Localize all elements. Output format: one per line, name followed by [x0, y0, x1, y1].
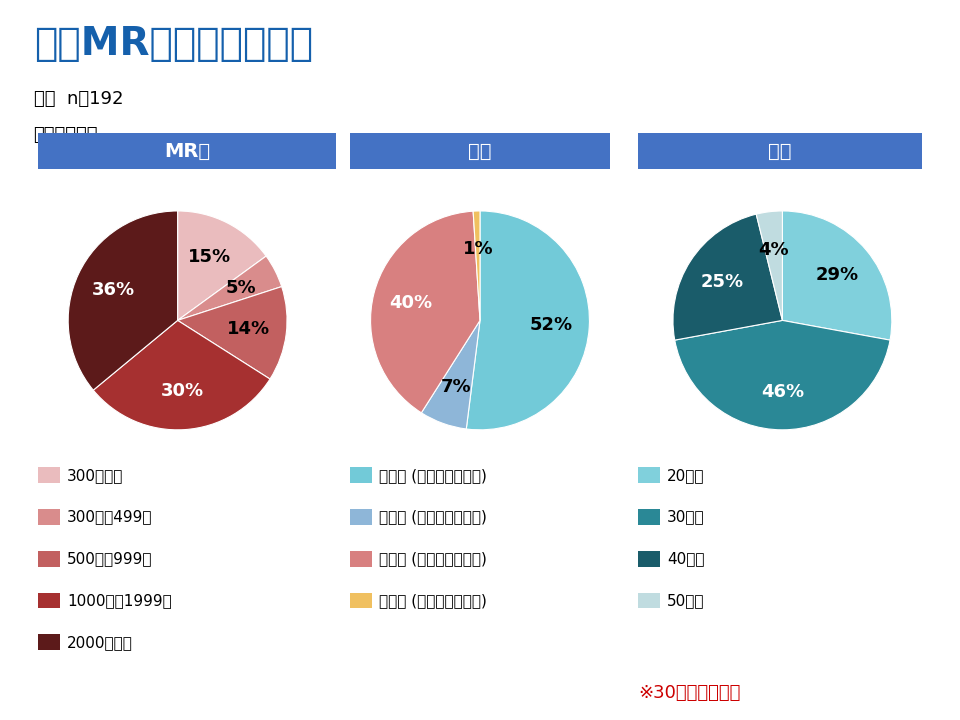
Text: 内資系 (後発医薬品主体): 内資系 (後発医薬品主体) — [379, 510, 487, 524]
Text: 7%: 7% — [441, 378, 471, 396]
Text: 内資系 (先発医薬品主体): 内資系 (先発医薬品主体) — [379, 468, 487, 482]
Wedge shape — [675, 320, 890, 430]
Wedge shape — [782, 211, 892, 340]
Text: 500人～999人: 500人～999人 — [67, 552, 153, 566]
Text: 40歳代: 40歳代 — [667, 552, 705, 566]
Wedge shape — [371, 211, 480, 413]
Text: 14%: 14% — [227, 320, 270, 338]
Text: （回答割合）: （回答割合） — [34, 126, 98, 144]
Text: 形態: 形態 — [468, 142, 492, 161]
Text: MR数: MR数 — [164, 142, 210, 161]
Text: 30歳代: 30歳代 — [667, 510, 705, 524]
Text: 外資系 (後発医薬品主体): 外資系 (後発医薬品主体) — [379, 593, 487, 608]
Wedge shape — [178, 211, 266, 320]
Text: 29%: 29% — [815, 266, 858, 284]
Wedge shape — [473, 211, 480, 320]
Wedge shape — [467, 211, 589, 430]
Text: 全体  n＝192: 全体 n＝192 — [34, 90, 123, 108]
Text: 外資系 (先発医薬品主体): 外資系 (先発医薬品主体) — [379, 552, 487, 566]
Wedge shape — [178, 287, 287, 379]
Text: 50歳代: 50歳代 — [667, 593, 705, 608]
Text: 36%: 36% — [91, 281, 134, 299]
Text: 46%: 46% — [761, 382, 804, 400]
Wedge shape — [421, 320, 480, 429]
Text: 300人～499人: 300人～499人 — [67, 510, 153, 524]
Text: ※30歳以上が中心: ※30歳以上が中心 — [638, 684, 741, 702]
Text: 回答MRのプロフィール: 回答MRのプロフィール — [34, 25, 313, 63]
Text: 40%: 40% — [390, 294, 433, 312]
Wedge shape — [178, 256, 281, 320]
Text: 20歳代: 20歳代 — [667, 468, 705, 482]
Wedge shape — [673, 214, 782, 340]
Text: 1000人～1999人: 1000人～1999人 — [67, 593, 172, 608]
Wedge shape — [68, 211, 178, 390]
Text: 4%: 4% — [758, 240, 789, 258]
Text: 5%: 5% — [226, 279, 256, 297]
Text: 25%: 25% — [701, 273, 744, 291]
Text: 30%: 30% — [160, 382, 204, 400]
Wedge shape — [93, 320, 270, 430]
Text: 300人未満: 300人未満 — [67, 468, 124, 482]
Text: 1%: 1% — [463, 240, 493, 258]
Wedge shape — [756, 211, 782, 320]
Text: 52%: 52% — [529, 316, 572, 334]
Text: 2000人以上: 2000人以上 — [67, 635, 133, 649]
Text: 15%: 15% — [188, 248, 231, 266]
Text: 年齢: 年齢 — [768, 142, 792, 161]
